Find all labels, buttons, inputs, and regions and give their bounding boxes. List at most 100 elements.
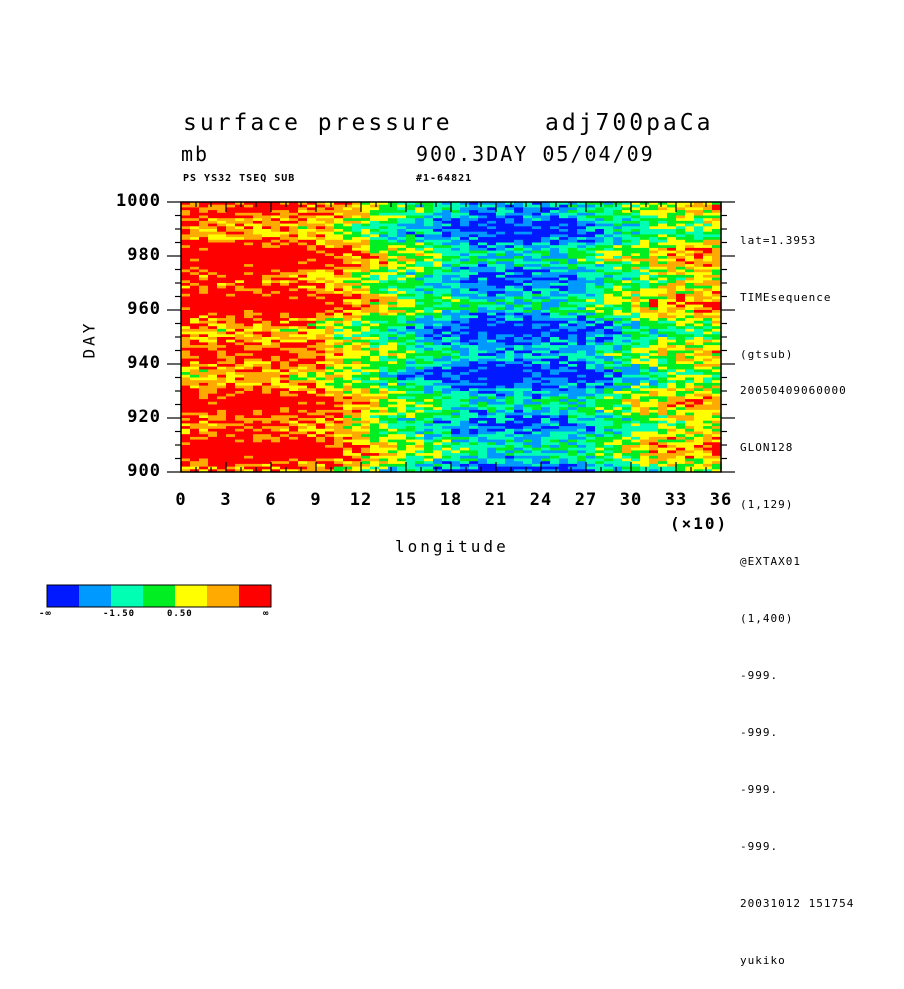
heatmap-cell — [658, 312, 668, 316]
heatmap-cell — [487, 420, 497, 424]
heatmap-cell — [586, 323, 596, 327]
heatmap-cell — [649, 280, 659, 284]
heatmap-cell — [622, 409, 632, 414]
heatmap-cell — [460, 266, 470, 271]
heatmap-cell — [361, 202, 371, 206]
heatmap-cell — [442, 247, 452, 252]
heatmap-cell — [487, 274, 497, 279]
heatmap-cell — [433, 418, 443, 422]
heatmap-cell — [487, 220, 497, 225]
heatmap-cell — [271, 388, 281, 392]
heatmap-cell — [253, 293, 263, 298]
heatmap-cell — [190, 253, 200, 257]
heatmap-cell — [649, 315, 659, 319]
heatmap-cell — [181, 229, 191, 233]
heatmap-cell — [199, 223, 209, 227]
heatmap-cell — [469, 223, 479, 227]
heatmap-cell — [235, 423, 245, 427]
heatmap-cell — [217, 234, 227, 238]
heatmap-cell — [253, 245, 263, 249]
heatmap-cell — [253, 393, 263, 397]
heatmap-cell — [631, 310, 641, 314]
heatmap-cell — [361, 350, 371, 354]
heatmap-cell — [685, 301, 695, 306]
heatmap-cell — [298, 250, 308, 254]
heatmap-cell — [451, 353, 461, 357]
heatmap-cell — [361, 288, 371, 292]
heatmap-cell — [568, 250, 578, 254]
heatmap-cell — [442, 234, 452, 238]
heatmap-cell — [298, 210, 308, 214]
heatmap-cell — [424, 323, 434, 327]
heatmap-cell — [577, 364, 587, 368]
heatmap-cell — [667, 304, 677, 308]
heatmap-cell — [298, 247, 308, 252]
heatmap-cell — [379, 372, 389, 376]
heatmap-cell — [595, 407, 605, 411]
heatmap-cell — [442, 304, 452, 308]
heatmap-cell — [550, 212, 560, 217]
heatmap-cell — [208, 382, 218, 387]
heatmap-cell — [505, 307, 515, 311]
heatmap-cell — [523, 347, 533, 352]
heatmap-cell — [406, 242, 416, 246]
heatmap-cell — [190, 242, 200, 246]
heatmap-cell — [667, 307, 677, 311]
heatmap-cell — [199, 296, 209, 300]
heatmap-cell — [244, 399, 254, 403]
heatmap-cell — [226, 358, 236, 362]
heatmap-cell — [379, 269, 389, 273]
heatmap-cell — [541, 380, 551, 384]
heatmap-cell — [514, 355, 524, 360]
heatmap-cell — [622, 280, 632, 284]
heatmap-cell — [523, 304, 533, 308]
heatmap-cell — [622, 326, 632, 330]
heatmap-cell — [676, 385, 686, 389]
heatmap-cell — [676, 301, 686, 306]
heatmap-cell — [442, 374, 452, 379]
heatmap-cell — [397, 234, 407, 238]
heatmap-cell — [604, 399, 614, 403]
heatmap-cell — [640, 374, 650, 379]
heatmap-cell — [604, 420, 614, 424]
heatmap-cell — [253, 269, 263, 273]
heatmap-cell — [640, 283, 650, 287]
heatmap-cell — [649, 293, 659, 298]
heatmap-cell — [433, 283, 443, 287]
heatmap-cell — [280, 418, 290, 422]
heatmap-cell — [217, 355, 227, 360]
heatmap-cell — [199, 212, 209, 217]
heatmap-cell — [343, 404, 353, 408]
heatmap-cell — [334, 350, 344, 354]
heatmap-cell — [379, 283, 389, 287]
heatmap-cell — [469, 264, 479, 268]
heatmap-cell — [595, 261, 605, 265]
heatmap-cell — [406, 312, 416, 316]
heatmap-cell — [460, 272, 470, 276]
heatmap-cell — [550, 345, 560, 349]
heatmap-cell — [649, 345, 659, 349]
heatmap-cell — [514, 312, 524, 316]
heatmap-cell — [352, 242, 362, 246]
heatmap-cell — [244, 272, 254, 276]
heatmap-cell — [199, 310, 209, 314]
heatmap-cell — [289, 210, 299, 214]
heatmap-cell — [541, 247, 551, 252]
heatmap-cell — [379, 358, 389, 362]
heatmap-cell — [244, 220, 254, 225]
heatmap-cell — [712, 385, 722, 389]
heatmap-cell — [478, 337, 488, 341]
heatmap-cell — [334, 374, 344, 379]
heatmap-cell — [532, 239, 542, 244]
heatmap-cell — [298, 364, 308, 368]
heatmap-cell — [343, 364, 353, 368]
heatmap-cell — [658, 291, 668, 295]
heatmap-cell — [352, 361, 362, 365]
heatmap-cell — [676, 285, 686, 289]
heatmap-cell — [325, 345, 335, 349]
heatmap-cell — [280, 229, 290, 233]
heatmap-cell — [262, 315, 272, 319]
heatmap-cell — [370, 266, 380, 271]
heatmap-cell — [424, 358, 434, 362]
heatmap-cell — [586, 202, 596, 206]
